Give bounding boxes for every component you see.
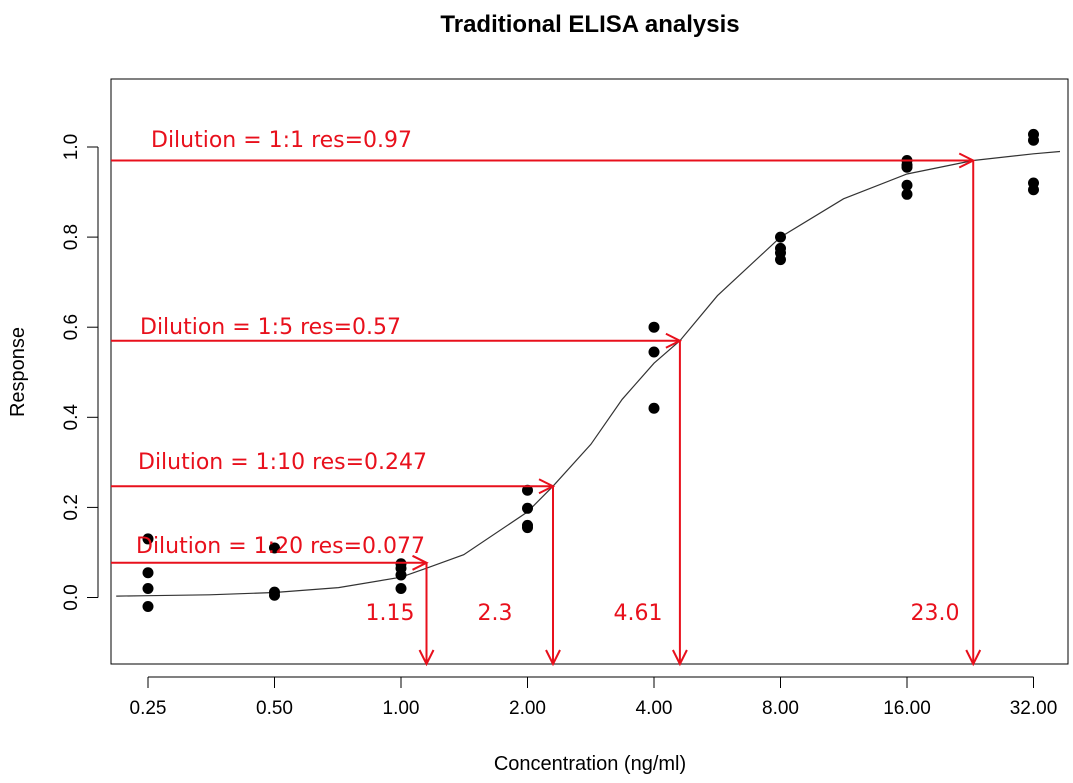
data-point <box>901 188 913 200</box>
y-tick-label: 0.0 <box>61 584 82 610</box>
fitted-curve <box>116 150 1061 597</box>
data-point <box>775 254 786 266</box>
annotation-label: Dilution = 1:5 res=0.57 <box>140 315 401 340</box>
y-axis: 0.0 0.2 0.4 0.6 0.8 1.0 <box>61 134 99 611</box>
x-tick-label: 4.00 <box>636 698 673 719</box>
data-point <box>142 567 154 579</box>
annotation-arrowhead <box>545 649 561 667</box>
data-point <box>395 582 407 594</box>
y-tick-label: 0.2 <box>61 494 82 520</box>
annotation-label: Dilution = 1:10 res=0.247 <box>138 450 427 475</box>
y-axis-label: Response <box>7 327 29 417</box>
y-tick-label: 0.6 <box>61 314 82 340</box>
annotation-label: Dilution = 1:20 res=0.077 <box>136 534 425 559</box>
data-point <box>269 589 280 601</box>
plot-frame <box>110 78 1069 665</box>
annotation-value-label: 23.0 <box>911 601 960 626</box>
annotation-arrowhead <box>418 649 435 667</box>
x-axis-label: Concentration (ng/ml) <box>494 753 686 775</box>
y-tick-label: 1.0 <box>61 134 82 160</box>
data-point <box>648 402 660 414</box>
annotation-arrowhead <box>672 649 688 667</box>
data-point <box>522 522 533 534</box>
data-point <box>901 179 913 191</box>
data-point <box>142 582 154 594</box>
points-layer <box>142 128 1039 613</box>
x-tick-label: 8.00 <box>762 698 799 719</box>
annotation-value-label: 4.61 <box>614 601 663 626</box>
x-tick-label: 1.00 <box>383 698 420 719</box>
data-point <box>648 321 660 333</box>
x-tick-label: 0.25 <box>130 698 167 719</box>
data-point <box>1028 184 1039 196</box>
data-point <box>269 542 280 554</box>
x-tick-label: 2.00 <box>509 698 546 719</box>
y-tick-label: 0.4 <box>61 404 82 431</box>
x-axis: 0.25 0.50 1.00 2.00 4.00 8.00 16.00 32.00 <box>130 676 1058 719</box>
annotation-value-label: 2.3 <box>478 601 513 626</box>
data-point <box>522 502 533 514</box>
annotation-label: Dilution = 1:1 res=0.97 <box>151 128 412 153</box>
data-point <box>901 161 913 173</box>
data-point <box>1028 134 1039 146</box>
data-point <box>142 533 154 545</box>
annotation-value-label: 1.15 <box>366 601 415 626</box>
annotations-layer: Dilution = 1:1 res=0.97 23.0 Dilution = 1:… <box>111 128 982 667</box>
data-point <box>142 601 154 613</box>
chart-title: Traditional ELISA analysis <box>440 11 739 38</box>
data-point <box>522 484 533 496</box>
x-tick-label: 0.50 <box>256 698 293 719</box>
data-point <box>395 569 407 581</box>
data-point <box>775 231 786 243</box>
y-tick-label: 0.8 <box>61 224 82 250</box>
x-tick-label: 32.00 <box>1010 698 1058 719</box>
x-tick-label: 16.00 <box>883 698 931 719</box>
annotation-arrowhead <box>965 649 982 667</box>
fitted-curve-layer <box>116 150 1061 597</box>
data-point <box>648 346 660 358</box>
